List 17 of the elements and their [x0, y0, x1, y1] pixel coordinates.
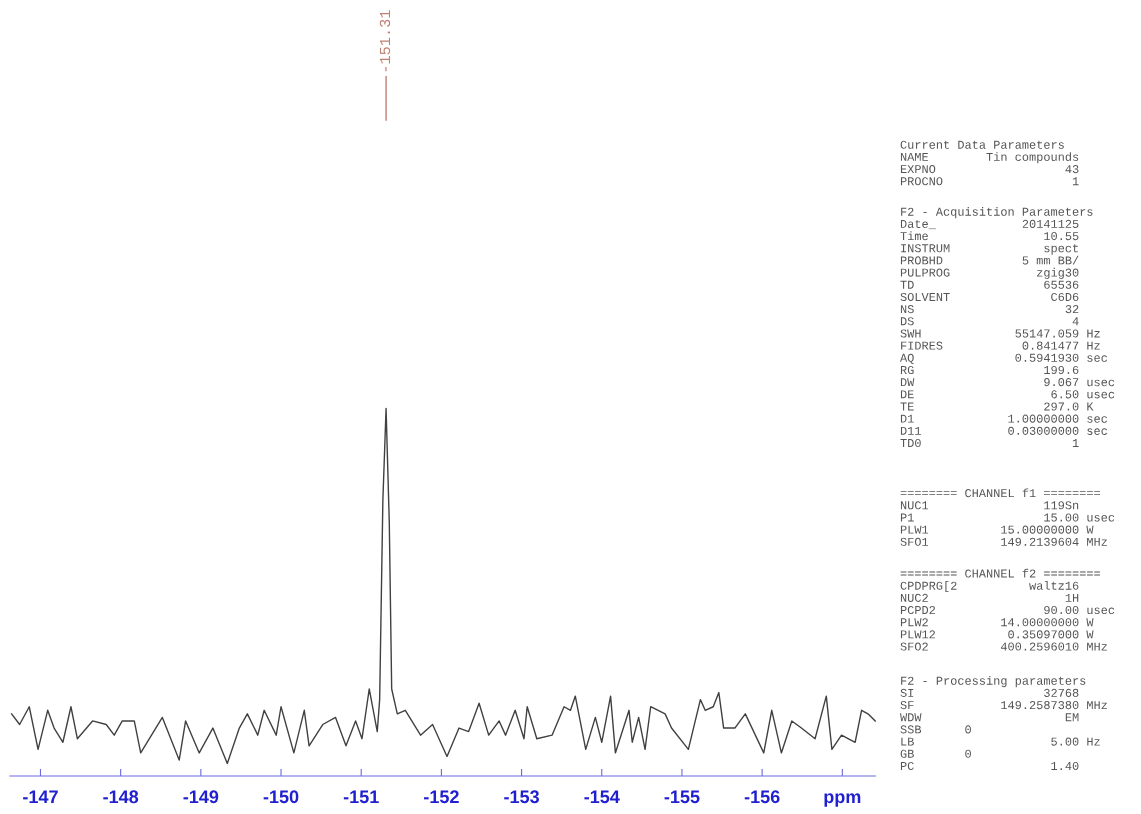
text: ======== CHANNEL f1 ======== NUC1 119Sn P1 15.00 usec PLW1 15.00000000 W SFO1 149.2139604 MHz	[900, 488, 1115, 546]
text: F2 - Processing parameters SI 32768 SF 149.2587380 MHz WDW EM SSB 0 LB 5.00 Hz GB 0 PC 1.40	[900, 676, 1107, 770]
x-tick-label: -155	[664, 790, 700, 804]
x-tick-label: -154	[584, 790, 620, 804]
x-tick-label: ppm	[824, 793, 861, 807]
text: F2 - Acquisition Parameters Date_ 20141125 Time 10.55 INSTRUM spect PROBHD 5 mm BB/ PULPROG zgig30 TD 65536 SOLVENT C6D6 NS 32 DS 4 SWH 55147.059 Hz FIDRES 0.841477 Hz AQ 0.5941930 sec RG 199.6 DW 9.067 usec DE 6.50 usec TE 297.0 K D1 1.00000000 sec D11 0.03000000 sec TD0 1	[900, 207, 1115, 448]
x-tick-label: -148	[103, 790, 139, 804]
x-tick-label: -150	[263, 790, 299, 804]
x-tick-label: -153	[504, 790, 539, 804]
annotation: -151.31	[379, 10, 391, 72]
x-tick-label: -147	[23, 790, 58, 803]
x-tick-label: -149	[183, 790, 219, 804]
text: ======== CHANNEL f2 ======== CPDPRG[2 waltz16 NUC2 1H PCPD2 90.00 usec PLW2 14.00000000 W PLW12 0.35097000 W SFO2 400.2596010 MHz	[900, 568, 1115, 651]
x-tick-label: -151	[343, 790, 379, 804]
x-tick-label: -156	[744, 790, 780, 804]
x-tick-label: -152	[424, 790, 459, 804]
text: Current Data Parameters NAME Tin compounds EXPNO 43 PROCNO 1	[900, 140, 1079, 186]
